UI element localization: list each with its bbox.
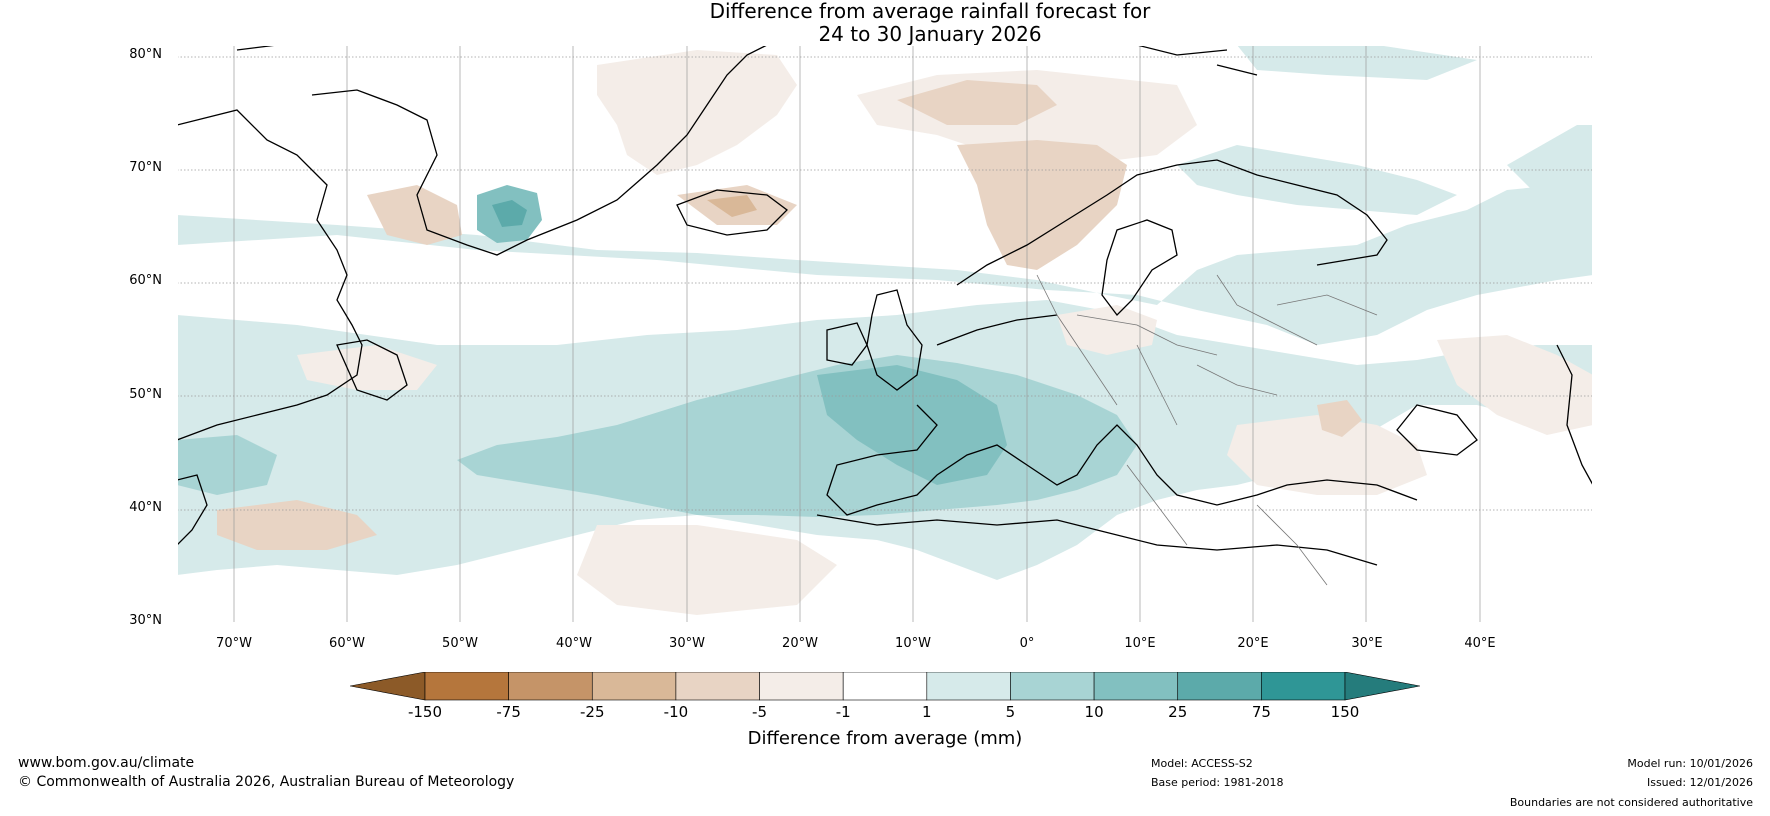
lon-label-40w: 40°W — [556, 636, 592, 651]
footer-disclaimer: Boundaries are not considered authoritat… — [1509, 796, 1753, 809]
country-borders — [1036, 274, 1378, 586]
fill-turkey — [1227, 415, 1427, 495]
colorbar-extend-low — [349, 671, 426, 701]
fill-west-atlantic — [177, 435, 277, 495]
fill-subtropical-west — [217, 500, 377, 550]
colorbar-box — [1093, 671, 1179, 701]
coast-iceland — [676, 189, 788, 236]
colorbar-tick-label: 75 — [1251, 703, 1271, 721]
colorbar — [349, 671, 1421, 706]
fill-greenland-core — [492, 200, 527, 227]
anomaly-fills — [177, 45, 1593, 615]
colorbar-tick-label: -75 — [496, 703, 521, 721]
colorbar-tick-label: -5 — [752, 703, 768, 721]
colorbar-tick-label: -25 — [580, 703, 605, 721]
lon-label-60w: 60°W — [329, 636, 365, 651]
fill-newfoundland — [297, 345, 437, 390]
colorbar-box — [508, 671, 593, 701]
fill-caspian — [1437, 335, 1593, 435]
title-line-2: 24 to 30 January 2026 — [818, 22, 1042, 46]
coast-newfoundland — [336, 339, 408, 401]
coast-greenland — [311, 45, 768, 256]
coast-caspian — [1556, 344, 1593, 486]
colorbar-tick-label: -1 — [835, 703, 851, 721]
lon-label-70w: 70°W — [216, 636, 252, 651]
borders-lines — [1036, 274, 1378, 586]
colorbar-box — [591, 671, 677, 701]
coast-ireland — [826, 322, 868, 366]
lat-label-70n: 70°N — [129, 160, 162, 175]
colorbar-box — [424, 671, 509, 701]
lon-label-10w: 10°W — [895, 636, 931, 651]
colorbar-tick-label: 25 — [1168, 703, 1188, 721]
footer-model: Model: ACCESS-S2 — [1151, 757, 1253, 770]
lon-label-30e: 30°E — [1351, 636, 1383, 651]
lat-label-30n: 30°N — [129, 613, 162, 628]
coast-africa-north — [816, 514, 1378, 566]
lat-label-40n: 40°N — [129, 500, 162, 515]
fill-greenland-east — [597, 50, 797, 175]
colorbar-box — [1177, 671, 1262, 701]
footer-copyright: © Commonwealth of Australia 2026, Austra… — [18, 774, 515, 790]
lat-label-60n: 60°N — [129, 273, 162, 288]
colorbar-tick-label: -150 — [407, 703, 443, 721]
colorbar-tick-label: 10 — [1084, 703, 1104, 721]
map-svg — [177, 45, 1593, 623]
fill-subtropical-central — [577, 525, 837, 615]
lon-label-10e: 10°E — [1124, 636, 1156, 651]
coast-britain — [866, 289, 923, 391]
colorbar-tick-label: 1 — [922, 703, 932, 721]
map-border — [177, 45, 1593, 623]
lat-label-80n: 80°N — [129, 47, 162, 62]
colorbar-box — [1010, 671, 1095, 701]
coast-baltic — [1101, 219, 1178, 316]
fill-scandinavia — [1177, 145, 1457, 215]
coast-scandinavia — [956, 159, 1388, 286]
chart-title: Difference from average rainfall forecas… — [0, 0, 1770, 46]
fill-turkey-core — [1317, 400, 1362, 437]
colorbar-extend-high — [1344, 671, 1421, 701]
lon-label-40e: 40°E — [1464, 636, 1496, 651]
fill-east-arctic — [1507, 125, 1593, 205]
fill-norwegian-sea-core — [897, 80, 1057, 125]
footer-url[interactable]: www.bom.gov.au/climate — [18, 755, 195, 771]
lon-label-0: 0° — [1019, 636, 1035, 651]
colorbar-tick-label: 5 — [1005, 703, 1016, 721]
fill-iceland-core — [707, 195, 757, 217]
colorbar-tick-label: -10 — [663, 703, 689, 721]
coast-svalbard — [1136, 45, 1258, 76]
meridians — [233, 45, 1481, 623]
graticule — [177, 56, 1593, 511]
fill-norway-coast — [957, 140, 1127, 270]
lon-label-30w: 30°W — [669, 636, 705, 651]
coast-us-east — [177, 474, 208, 546]
footer-base-period: Base period: 1981-2018 — [1151, 776, 1284, 789]
coast-black-sea — [1396, 404, 1478, 456]
fill-svalbard — [1237, 45, 1477, 80]
fill-poland — [1057, 305, 1157, 355]
lon-label-50w: 50°W — [442, 636, 478, 651]
fill-band-north — [177, 185, 1593, 345]
colorbar-svg — [349, 671, 1421, 701]
fill-greenland-southwest — [367, 185, 462, 245]
colorbar-box — [675, 671, 760, 701]
fill-atlantic-core — [817, 365, 1007, 485]
footer-issued: Issued: 12/01/2026 — [1646, 776, 1753, 789]
colorbar-box — [926, 671, 1011, 701]
colorbar-label: Difference from average (mm) — [747, 728, 1023, 749]
colorbar-tick-label: 150 — [1330, 703, 1360, 721]
rainfall-map — [177, 45, 1593, 623]
colorbar-box — [1261, 671, 1346, 701]
colorbar-box — [759, 671, 844, 701]
title-line-1: Difference from average rainfall forecas… — [709, 0, 1151, 23]
coast-europe-south — [826, 314, 1418, 516]
lat-label-50n: 50°N — [129, 387, 162, 402]
lon-label-20w: 20°W — [782, 636, 818, 651]
lon-label-20e: 20°E — [1237, 636, 1269, 651]
footer-model-run: Model run: 10/01/2026 — [1627, 757, 1753, 770]
colorbar-box — [842, 671, 928, 701]
